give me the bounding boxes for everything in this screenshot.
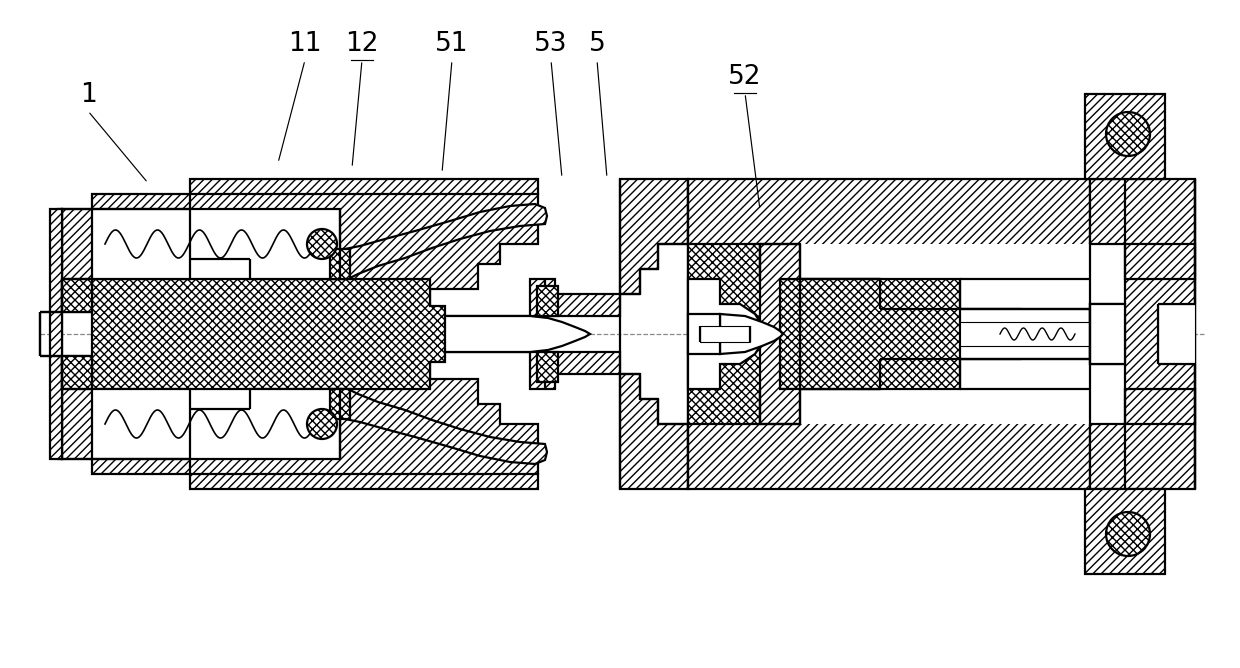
Polygon shape — [688, 314, 720, 354]
Polygon shape — [1090, 179, 1195, 489]
Polygon shape — [1090, 244, 1125, 424]
Polygon shape — [720, 314, 782, 354]
Polygon shape — [50, 209, 62, 459]
Polygon shape — [529, 352, 620, 389]
Polygon shape — [960, 322, 1090, 346]
Polygon shape — [701, 326, 750, 342]
Polygon shape — [445, 316, 590, 352]
Polygon shape — [529, 279, 620, 316]
Polygon shape — [620, 374, 688, 489]
Polygon shape — [1158, 304, 1195, 364]
Polygon shape — [340, 204, 547, 279]
Polygon shape — [58, 209, 62, 459]
Polygon shape — [688, 244, 960, 424]
Polygon shape — [537, 286, 558, 316]
Polygon shape — [62, 279, 92, 312]
Polygon shape — [330, 389, 350, 419]
Polygon shape — [62, 356, 538, 489]
Polygon shape — [92, 209, 340, 279]
Polygon shape — [62, 356, 92, 389]
Text: 11: 11 — [288, 31, 321, 57]
Polygon shape — [1090, 304, 1125, 364]
Text: 52: 52 — [728, 64, 761, 90]
Polygon shape — [688, 244, 1090, 424]
Polygon shape — [92, 389, 340, 459]
Polygon shape — [1090, 304, 1125, 364]
Text: 53: 53 — [534, 31, 568, 57]
Polygon shape — [330, 249, 350, 279]
Circle shape — [308, 229, 337, 259]
Polygon shape — [340, 389, 547, 464]
Polygon shape — [960, 309, 1090, 359]
Polygon shape — [688, 279, 760, 389]
Circle shape — [308, 409, 337, 439]
Polygon shape — [1085, 94, 1166, 179]
Circle shape — [1106, 512, 1149, 556]
Polygon shape — [800, 279, 1021, 389]
Text: 12: 12 — [345, 31, 378, 57]
Polygon shape — [1085, 489, 1166, 574]
Polygon shape — [62, 179, 538, 312]
Polygon shape — [688, 179, 1090, 489]
Circle shape — [1106, 112, 1149, 156]
Text: 51: 51 — [435, 31, 469, 57]
Polygon shape — [1125, 389, 1195, 424]
Text: 5: 5 — [589, 31, 605, 57]
Polygon shape — [537, 352, 558, 382]
Text: 1: 1 — [79, 82, 97, 108]
Polygon shape — [92, 259, 529, 409]
Polygon shape — [760, 244, 800, 424]
Polygon shape — [1125, 244, 1195, 279]
Polygon shape — [620, 179, 688, 294]
